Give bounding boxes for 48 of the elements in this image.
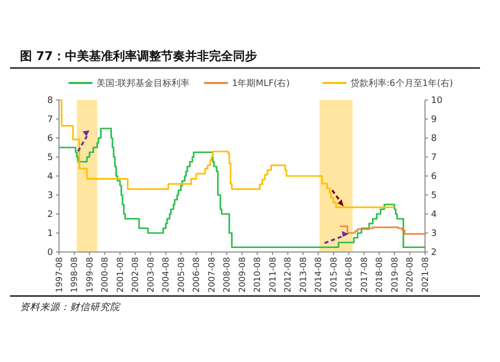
y-tick-label: 4 bbox=[47, 172, 54, 182]
y-tick-label: 1 bbox=[47, 229, 53, 240]
y-tick-label: 7 bbox=[47, 115, 53, 126]
x-tick-label: 2006-08 bbox=[192, 257, 202, 293]
y2-tick-label: 3 bbox=[431, 229, 437, 240]
y-tick-label: 5 bbox=[47, 153, 53, 164]
y-tick-label: 3 bbox=[47, 191, 53, 202]
x-tick-label: 2007-08 bbox=[207, 257, 218, 293]
y2-tick-label: 8 bbox=[431, 134, 437, 144]
y2-tick-label: 6 bbox=[431, 172, 437, 182]
x-tick-label: 2003-08 bbox=[146, 257, 156, 293]
y-tick-label: 6 bbox=[47, 134, 54, 144]
text: 资料来源：财信研究院 bbox=[20, 302, 121, 313]
x-tick-label: 2011-08 bbox=[268, 257, 278, 293]
y2-tick-label: 10 bbox=[431, 96, 443, 106]
x-tick-label: 2008-08 bbox=[222, 257, 233, 293]
x-tick-label: 1998-08 bbox=[70, 257, 80, 293]
x-tick-label: 2017-08 bbox=[360, 257, 370, 293]
y2-tick-label: 7 bbox=[431, 153, 437, 164]
x-tick-label: 2010-08 bbox=[253, 257, 264, 293]
x-tick-label: 2019-08 bbox=[390, 257, 400, 293]
x-tick-label: 2015-08 bbox=[329, 257, 340, 293]
legend-label: 贷款利率:6个月至1年(右) bbox=[350, 78, 454, 90]
x-tick-label: 2013-08 bbox=[298, 257, 309, 293]
x-tick-label: 2020-08 bbox=[406, 257, 416, 293]
x-tick-label: 1997-08 bbox=[54, 257, 65, 293]
y2-tick-label: 4 bbox=[431, 210, 437, 220]
y2-tick-label: 5 bbox=[431, 191, 437, 202]
x-tick-label: 2005-08 bbox=[176, 257, 187, 293]
x-tick-label: 2018-08 bbox=[375, 257, 386, 293]
x-tick-label: 2000-08 bbox=[100, 257, 111, 293]
x-tick-label: 1999-08 bbox=[85, 257, 96, 293]
y2-tick-label: 9 bbox=[431, 115, 437, 126]
x-tick-label: 2002-08 bbox=[131, 257, 142, 293]
x-tick-label: 2004-08 bbox=[162, 257, 172, 293]
legend-label: 1年期MLF(右) bbox=[232, 78, 290, 90]
x-tick-label: 2009-08 bbox=[238, 257, 248, 293]
y-tick-label: 2 bbox=[47, 210, 53, 220]
y2-tick-label: 2 bbox=[431, 248, 437, 258]
x-tick-label: 2012-08 bbox=[284, 257, 294, 293]
legend-label: 美国:联邦基金目标利率 bbox=[96, 78, 190, 90]
x-tick-label: 2021-08 bbox=[420, 257, 431, 293]
y-tick-label: 0 bbox=[47, 248, 54, 258]
x-tick-label: 2016-08 bbox=[344, 257, 355, 293]
x-tick-label: 2001-08 bbox=[116, 257, 126, 293]
chart-title: 图 77：中美基准利率调整节奏并非完全同步 bbox=[20, 49, 257, 63]
y-tick-label: 8 bbox=[47, 96, 54, 106]
x-tick-label: 2014-08 bbox=[314, 257, 324, 293]
